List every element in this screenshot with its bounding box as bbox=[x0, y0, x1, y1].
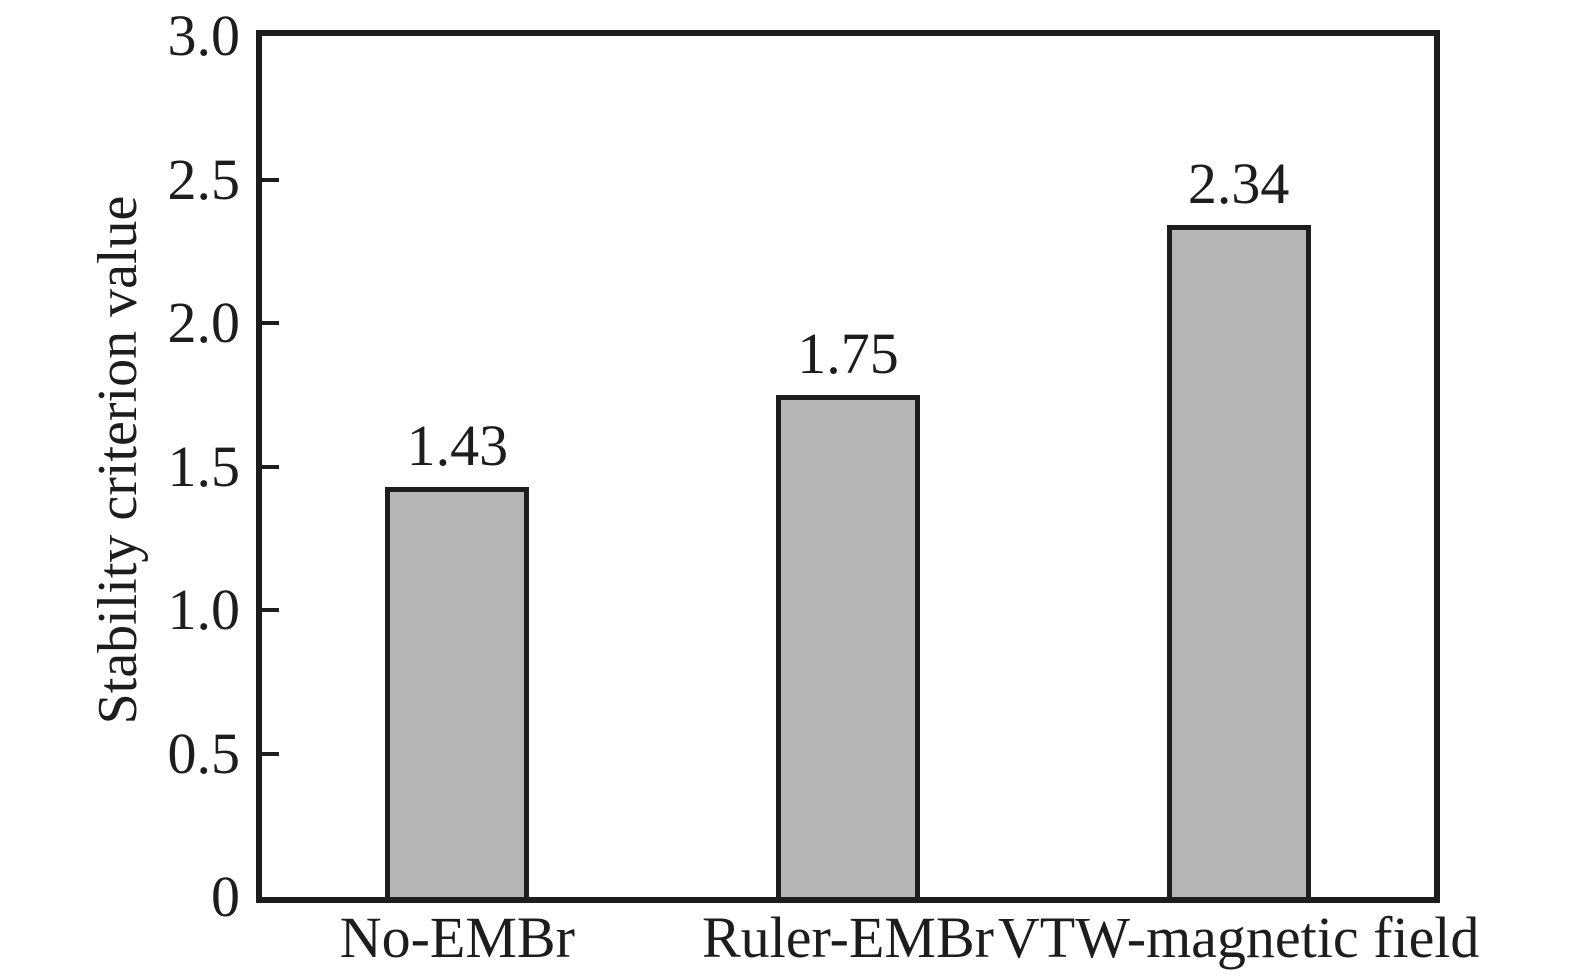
x-category-label-ruler-embr: Ruler-EMBr bbox=[701, 905, 994, 970]
bar-no-embr bbox=[385, 486, 530, 897]
bar-value-label-vtw-magnetic-field: 2.34 bbox=[1187, 151, 1290, 217]
y-tick-label-3-0: 3.0 bbox=[167, 3, 241, 68]
y-tick-mark-2-5 bbox=[262, 177, 279, 182]
bar-vtw-magnetic-field bbox=[1166, 225, 1311, 897]
bar-value-label-no-embr: 1.43 bbox=[406, 412, 509, 478]
y-tick-mark-0-5 bbox=[262, 751, 279, 756]
y-tick-label-0: 0 bbox=[211, 864, 240, 929]
bar-value-label-ruler-embr: 1.75 bbox=[797, 320, 899, 386]
y-tick-mark-2-0 bbox=[262, 321, 279, 325]
y-tick-label-1-5: 1.5 bbox=[167, 433, 241, 499]
y-tick-mark-1-5 bbox=[262, 464, 279, 469]
y-tick-label-1-0: 1.0 bbox=[167, 577, 241, 642]
y-tick-label-0-5: 0.5 bbox=[167, 720, 241, 786]
y-tick-label-2-0: 2.0 bbox=[167, 290, 241, 355]
bar-ruler-embr bbox=[776, 394, 920, 897]
x-category-label-no-embr: No-EMBr bbox=[339, 905, 575, 970]
plot-area: 1.43 1.75 2.34 bbox=[256, 30, 1440, 903]
x-category-label-vtw-magnetic-field: VTW-magnetic field bbox=[997, 905, 1480, 970]
y-tick-label-2-5: 2.5 bbox=[167, 146, 241, 212]
y-tick-mark-1-0 bbox=[262, 608, 279, 612]
